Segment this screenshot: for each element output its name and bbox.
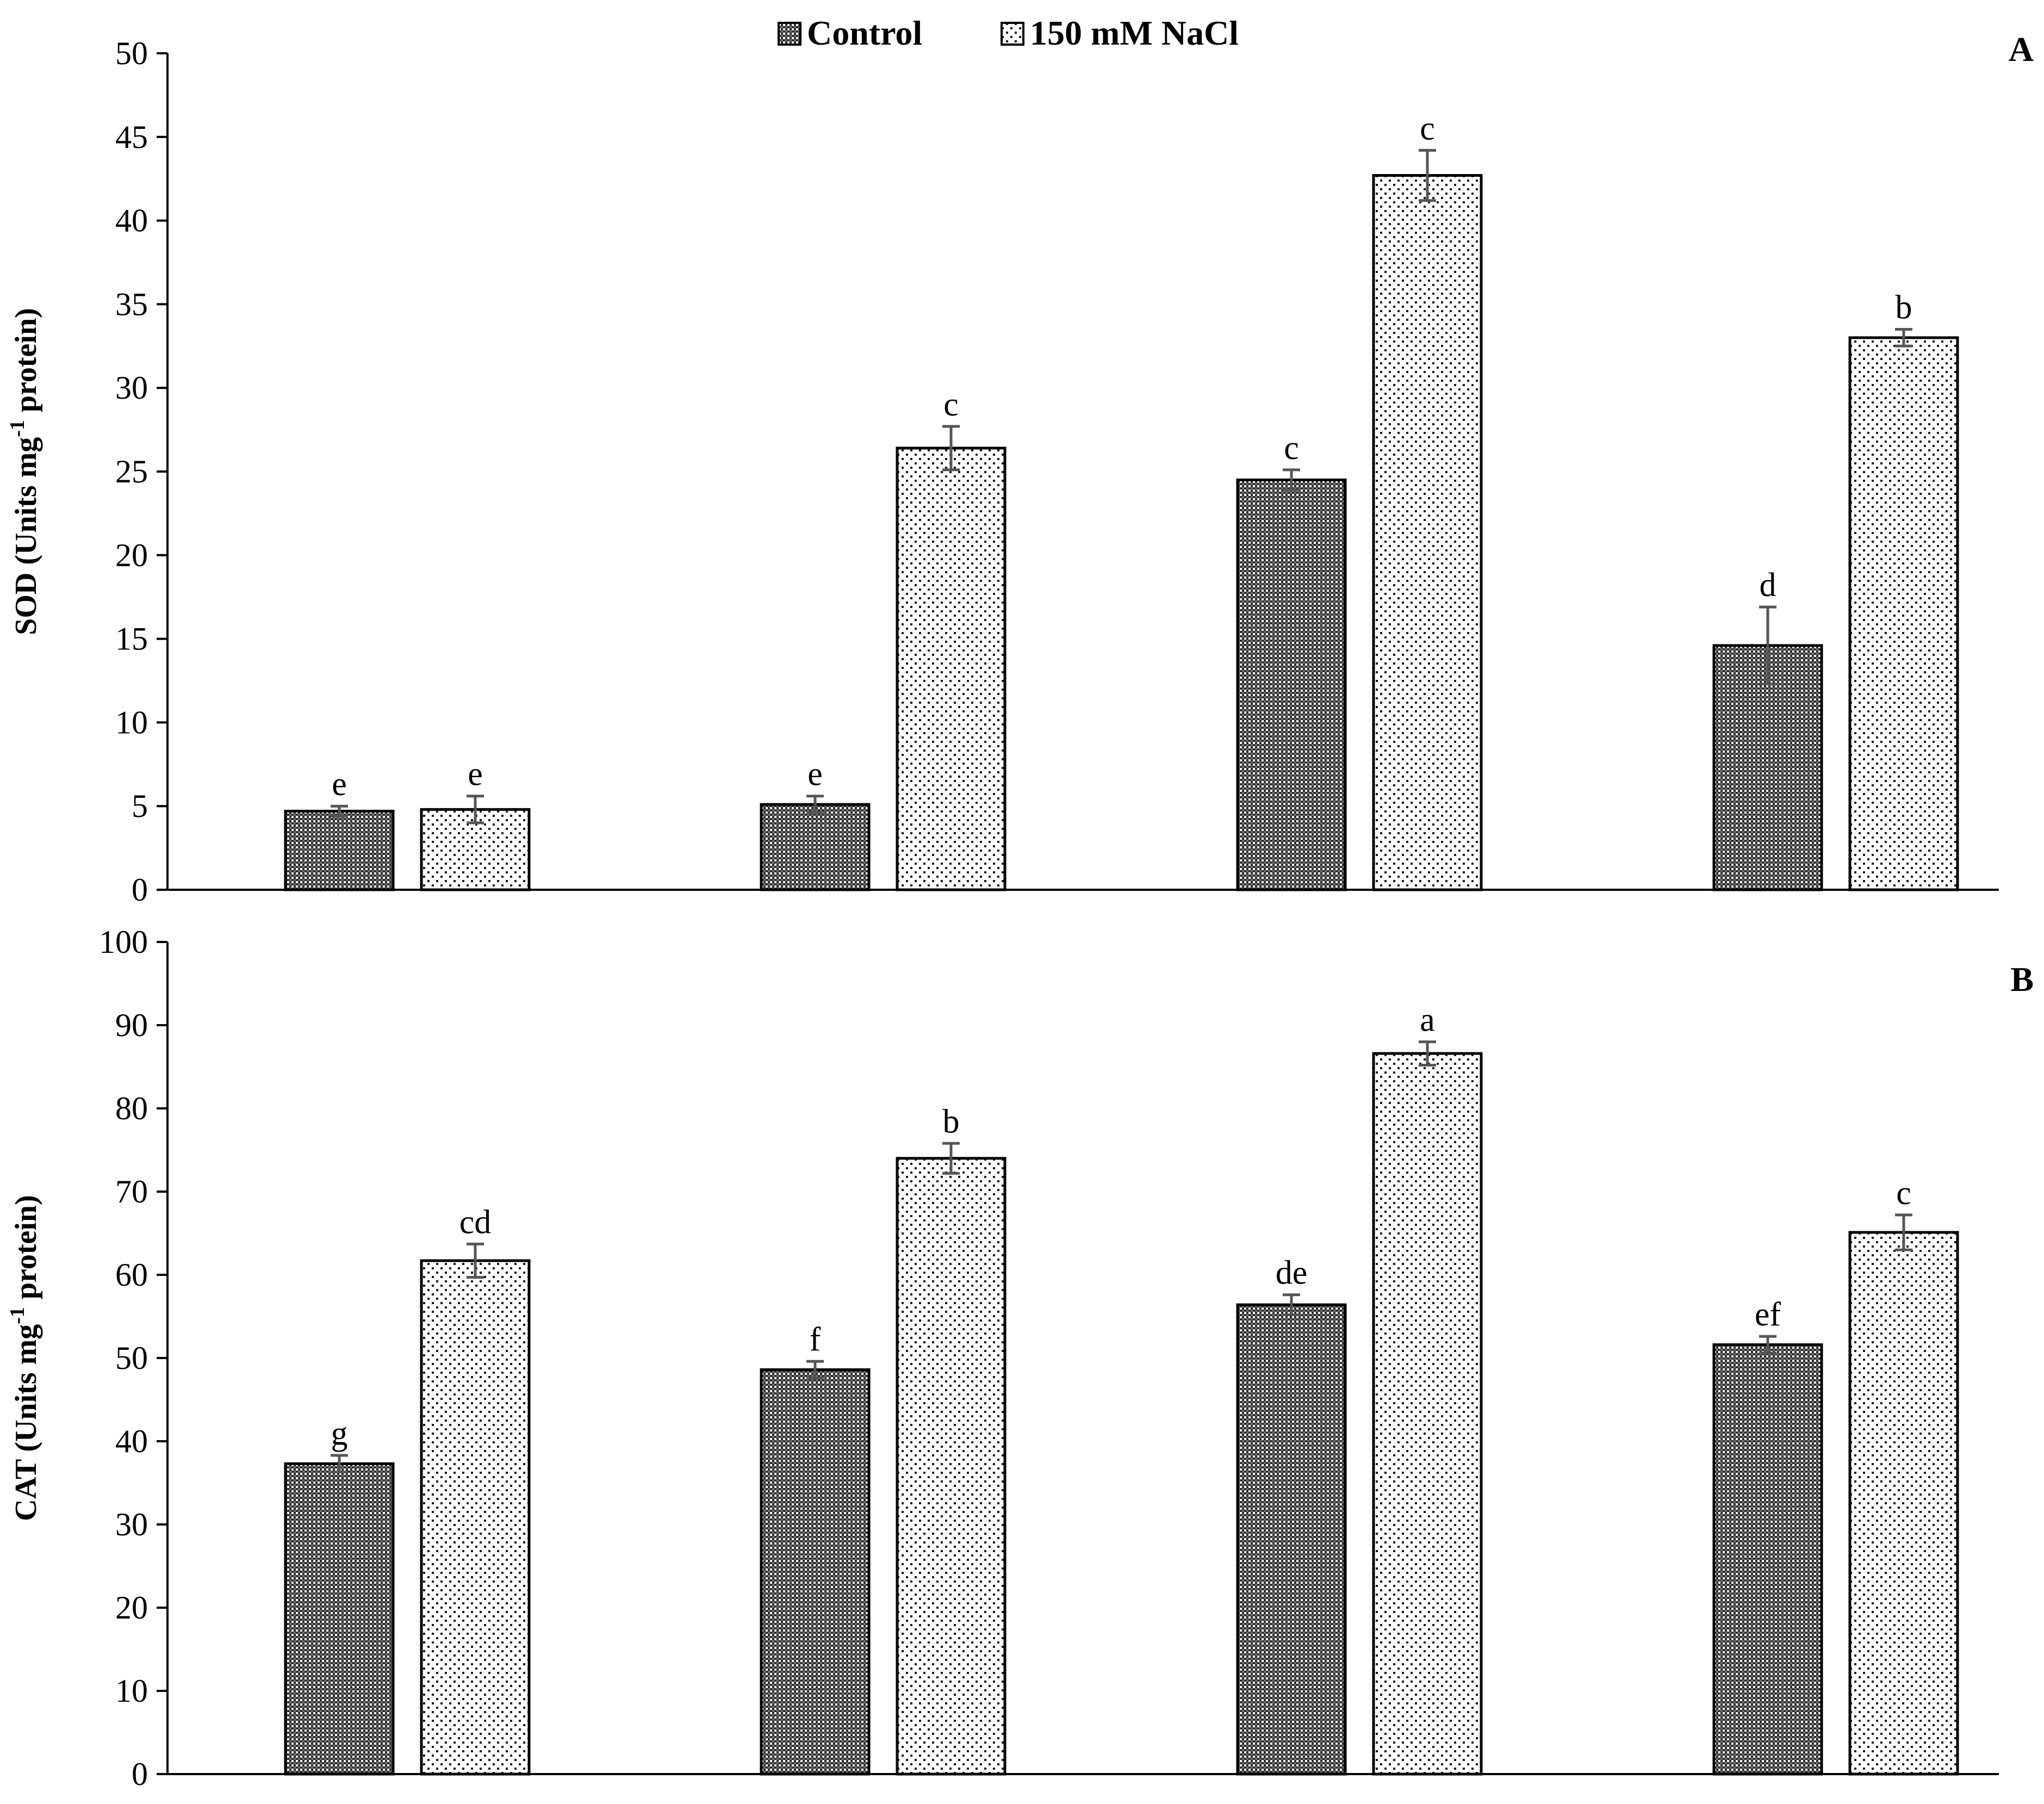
y-tick-label-a: 0	[132, 872, 148, 908]
significance-label-control-a-2: e	[807, 756, 823, 793]
legend-swatch-salt	[1001, 22, 1024, 46]
significance-label-control-a-4: d	[1760, 567, 1776, 604]
y-tick-label-a: 10	[115, 704, 148, 740]
panel-label-b: B	[2010, 960, 2034, 999]
legend: Control 150 mM NaCl	[778, 14, 1239, 52]
panel-label-a: A	[2009, 30, 2034, 69]
y-tick-label-a: 40	[115, 203, 148, 239]
bar-control-b-2	[760, 1368, 871, 1776]
bar-control-a-4	[1712, 644, 1823, 891]
y-tick-label-a: 15	[115, 621, 148, 657]
significance-label-control-b-2: f	[810, 1321, 821, 1358]
bar-control-a-3	[1236, 478, 1347, 891]
significance-label-salt-a-3: c	[1420, 110, 1435, 147]
significance-label-salt-a-2: c	[943, 386, 959, 423]
bar-control-b-4	[1712, 1343, 1823, 1776]
legend-swatch-control	[778, 22, 802, 46]
significance-label-salt-b-2: b	[943, 1103, 960, 1140]
y-tick-label-b: 30	[115, 1507, 148, 1542]
bar-salt-a-4	[1848, 336, 1959, 891]
y-axis-title-a: SOD (Units mg-1 protein)	[6, 308, 43, 635]
y-tick-label-b: 40	[115, 1423, 148, 1459]
bar-salt-a-2	[896, 447, 1007, 891]
significance-label-salt-a-1: e	[468, 756, 483, 793]
chart-panel-a: 0 5 10 15 20 25 30 35 40 45 50 SOD (Units mg-1 prot…	[6, 30, 2034, 908]
significance-label-control-a-3: c	[1284, 430, 1299, 467]
y-tick-label-a: 45	[115, 119, 148, 155]
significance-label-control-b-4: ef	[1755, 1296, 1781, 1333]
y-axis-title-b: CAT (Units mg-1 protein)	[6, 1195, 43, 1521]
bar-salt-b-3	[1372, 1052, 1483, 1776]
significance-label-salt-b-4: c	[1896, 1175, 1911, 1212]
significance-label-control-b-3: de	[1276, 1255, 1308, 1292]
significance-label-salt-b-3: a	[1420, 1002, 1435, 1039]
y-tick-label-b: 70	[115, 1174, 148, 1210]
bar-salt-a-3	[1372, 174, 1483, 891]
bar-control-b-3	[1236, 1303, 1347, 1776]
chart-panel-b: 0 10 20 30 40 50 60 70 80 90 100 CAT (Units mg-1 pr…	[6, 924, 2034, 1792]
significance-label-salt-a-4: b	[1896, 289, 1912, 326]
y-tick-label-a: 35	[115, 286, 148, 322]
bar-control-b-1	[284, 1462, 395, 1776]
significance-label-control-b-1: g	[331, 1415, 348, 1452]
legend-label-control: Control	[807, 14, 922, 52]
y-tick-label-a: 5	[132, 788, 148, 824]
legend-label-salt: 150 mM NaCl	[1030, 14, 1239, 52]
y-tick-label-b: 90	[115, 1007, 148, 1043]
y-tick-label-a: 30	[115, 370, 148, 406]
y-tick-label-a: 20	[115, 537, 148, 573]
y-tick-label-b: 60	[115, 1257, 148, 1293]
significance-label-control-a-1: e	[332, 766, 347, 803]
bar-salt-b-4	[1848, 1231, 1959, 1776]
bar-salt-b-1	[420, 1259, 531, 1776]
bar-salt-b-2	[896, 1157, 1007, 1776]
y-tick-label-b: 20	[115, 1590, 148, 1626]
y-tick-label-b: 100	[99, 924, 148, 960]
y-tick-label-b: 0	[132, 1756, 148, 1792]
y-tick-label-b: 10	[115, 1673, 148, 1709]
bar-control-a-2	[760, 803, 871, 891]
y-tick-label-b: 50	[115, 1340, 148, 1376]
bar-control-a-1	[284, 809, 395, 891]
y-tick-label-a: 25	[115, 454, 148, 489]
y-tick-label-b: 80	[115, 1090, 148, 1126]
y-tick-label-a: 50	[115, 35, 148, 71]
significance-label-salt-b-1: cd	[459, 1204, 492, 1241]
